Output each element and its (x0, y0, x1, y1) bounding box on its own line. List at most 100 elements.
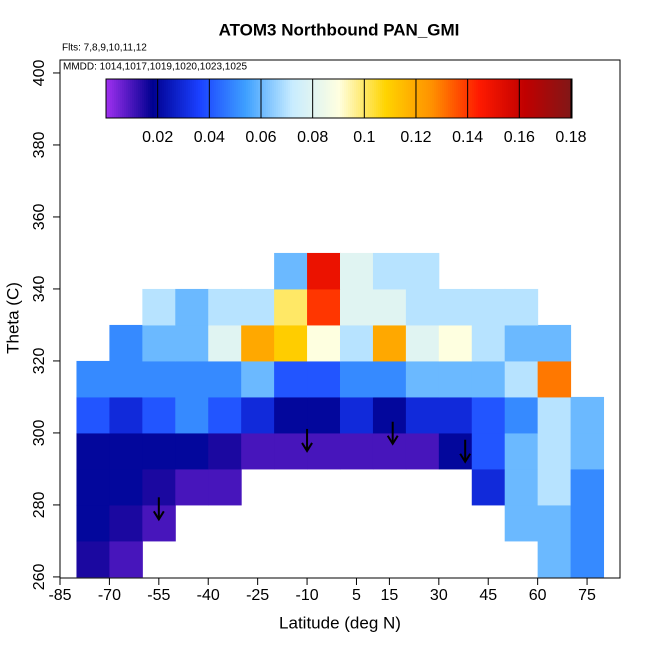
colorbar-strip (368, 79, 371, 118)
colorbar-strip (348, 79, 351, 118)
colorbar-strip (532, 79, 535, 118)
colorbar-strip (430, 79, 433, 118)
plot-frame (59, 59, 621, 579)
x-tick-label: -85 (48, 587, 71, 604)
colorbar-strip (386, 79, 389, 118)
colorbar-strip (546, 79, 549, 118)
colorbar-frame (105, 78, 573, 119)
x-tick-label: 15 (381, 587, 399, 604)
heat-cell (504, 468, 539, 506)
colorbar-strip (462, 79, 465, 118)
colorbar-strip (226, 79, 229, 118)
colorbar-strip (302, 79, 305, 118)
y-tick-label: 280 (31, 491, 48, 518)
colorbar-strip (500, 79, 503, 118)
colorbar-strip (438, 79, 441, 118)
colorbar-strip (552, 79, 555, 118)
colorbar-strip (292, 79, 295, 118)
colorbar-strip (540, 79, 543, 118)
heat-cell (471, 432, 506, 470)
colorbar-strip (174, 79, 177, 118)
heatmap (76, 252, 605, 578)
colorbar-strip (494, 79, 497, 118)
colorbar-strip (372, 79, 375, 118)
heat-cell (340, 288, 374, 326)
colorbar-strip (114, 79, 117, 118)
colorbar-strip (456, 79, 459, 118)
heat-cell (471, 468, 506, 506)
heat-cell (274, 288, 308, 326)
heat-cell (241, 360, 275, 398)
heat-cell (274, 252, 308, 290)
x-tick-label: 45 (479, 587, 497, 604)
colorbar-strip (476, 79, 479, 118)
y-tick-label: 400 (31, 60, 48, 87)
heat-cell (109, 432, 143, 470)
colorbar-strip (172, 79, 175, 118)
colorbar-strip (188, 79, 191, 118)
colorbar-strip (502, 79, 505, 118)
colorbar-strip (152, 79, 155, 118)
colorbar-strip (508, 79, 511, 118)
colorbar-strip (262, 79, 265, 118)
colorbar-strip (542, 79, 545, 118)
colorbar-strip (306, 79, 309, 118)
heat-cell (307, 396, 341, 434)
x-tick-label: -55 (147, 587, 170, 604)
x-tick-label: -25 (246, 587, 269, 604)
heat-cell (142, 360, 176, 398)
heat-cell (504, 360, 539, 398)
colorbar-strip (184, 79, 187, 118)
heat-cell (504, 504, 539, 542)
colorbar-strip (420, 79, 423, 118)
colorbar-strip (180, 79, 183, 118)
heat-cell (537, 432, 572, 470)
colorbar-strip (530, 79, 533, 118)
colorbar-strip (352, 79, 355, 118)
heat-cell (76, 540, 110, 578)
colorbar-strip (454, 79, 457, 118)
heat-cell (438, 288, 473, 326)
colorbar-strip (146, 79, 149, 118)
colorbar-tick-label: 0.02 (142, 129, 173, 146)
heat-cell (76, 504, 110, 542)
colorbar-strip (142, 79, 145, 118)
heat-cell (175, 324, 209, 362)
colorbar-strip (468, 79, 471, 118)
x-tick-label: -10 (295, 587, 318, 604)
colorbar-strip (266, 79, 269, 118)
heat-cell (274, 432, 308, 470)
heat-cell (109, 540, 143, 578)
heat-cell (405, 252, 440, 290)
colorbar-strip (538, 79, 541, 118)
colorbar-strip (318, 79, 321, 118)
colorbar-strip (474, 79, 477, 118)
colorbar-strip (276, 79, 279, 118)
annotation: MMDD: 1014,1017,1019,1020,1023,1025 (63, 62, 247, 73)
heat-cell (208, 288, 242, 326)
colorbar-strip (312, 79, 315, 118)
heat-cell (76, 360, 110, 398)
colorbar-strip (458, 79, 461, 118)
heat-cell (109, 360, 143, 398)
heat-cell (340, 324, 374, 362)
colorbar-strip (234, 79, 237, 118)
heat-cell (76, 396, 110, 434)
colorbar-strip (498, 79, 501, 118)
heat-cell (142, 324, 176, 362)
heat-cell (208, 324, 242, 362)
heat-cell (307, 324, 341, 362)
colorbar-strip (148, 79, 151, 118)
colorbar-strip (544, 79, 547, 118)
heat-cell (372, 396, 407, 434)
colorbar-strip (154, 79, 157, 118)
heat-cell (570, 540, 605, 578)
heat-cell (405, 396, 440, 434)
colorbar-strip (394, 79, 397, 118)
heat-cell (307, 252, 341, 290)
heat-cell (570, 504, 605, 542)
colorbar-strip (444, 79, 447, 118)
heat-cell (76, 432, 110, 470)
colorbar-strip (566, 79, 569, 118)
heat-cell (142, 396, 176, 434)
